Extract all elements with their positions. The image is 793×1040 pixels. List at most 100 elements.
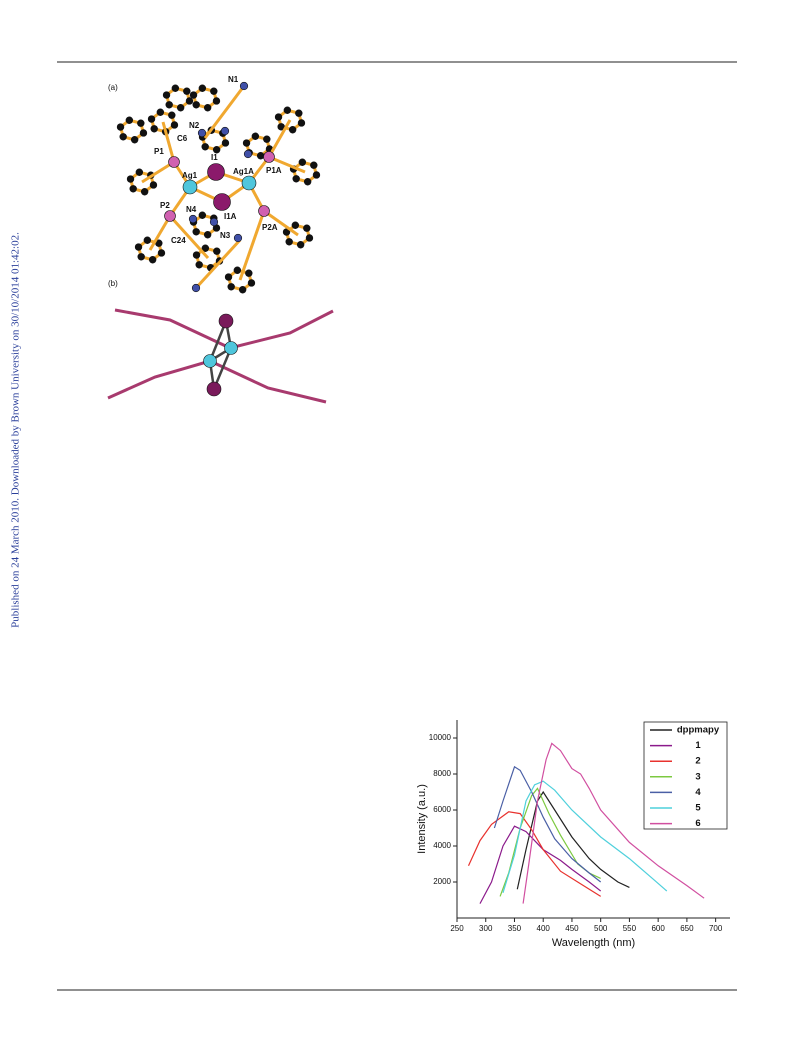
atom [137, 253, 145, 261]
bond [168, 214, 210, 260]
atom [140, 188, 149, 196]
atom [213, 247, 221, 255]
atom-label: Ag1 [182, 171, 198, 180]
atom [221, 139, 230, 147]
atom [185, 97, 194, 105]
atom [189, 91, 198, 99]
atom [149, 181, 158, 189]
atom [285, 238, 293, 246]
atom-label: N4 [186, 205, 197, 214]
atom [183, 87, 191, 95]
atom [298, 158, 307, 166]
x-tick-label: 550 [623, 924, 637, 933]
x-tick-label: 450 [565, 924, 579, 933]
atom-label: I1 [211, 153, 218, 162]
atom [224, 341, 238, 355]
series-line [467, 811, 602, 897]
legend-label: 6 [695, 818, 700, 829]
atom [288, 126, 297, 134]
atom [182, 179, 198, 195]
atom [192, 101, 200, 109]
x-tick-label: 250 [450, 924, 464, 933]
atom [227, 283, 235, 291]
atom [239, 81, 249, 91]
atom [238, 286, 247, 294]
atom [218, 313, 234, 329]
atom [256, 152, 265, 160]
legend-label: dppmapy [677, 725, 720, 736]
atom [119, 133, 127, 141]
atom [168, 111, 176, 119]
atom [126, 175, 135, 183]
bond [212, 347, 233, 390]
bond [267, 119, 292, 158]
series-line [516, 790, 630, 890]
atom [203, 104, 212, 112]
series-line [479, 825, 602, 904]
bond [238, 210, 266, 281]
y-axis-title: Intensity (a.u.) [416, 784, 428, 854]
x-tick-label: 300 [479, 924, 493, 933]
atom [233, 266, 242, 274]
atom [191, 283, 201, 293]
atom-label: P2A [262, 223, 278, 232]
bond [148, 215, 172, 251]
atom [213, 193, 231, 211]
atom [206, 381, 222, 397]
atom-label: P1A [266, 166, 282, 175]
atom [164, 210, 176, 222]
atom [116, 123, 125, 131]
atom [295, 109, 303, 117]
atom [220, 126, 230, 136]
x-tick-label: 700 [709, 924, 723, 933]
bond [141, 160, 175, 184]
atom [143, 236, 152, 244]
atom [165, 101, 173, 109]
atom [135, 168, 144, 176]
atom-label: P2 [160, 201, 170, 210]
atom [130, 136, 139, 144]
atom [207, 163, 225, 181]
atom-label: N3 [220, 231, 231, 240]
x-tick-label: 600 [651, 924, 665, 933]
atom [139, 129, 148, 137]
atom [283, 106, 292, 114]
x-axis-title: Wavelength (nm) [552, 937, 635, 949]
x-tick-label: 350 [508, 924, 522, 933]
y-tick-label: 8000 [433, 769, 451, 778]
atom [192, 251, 201, 259]
series-line [522, 742, 705, 904]
atom [157, 249, 166, 257]
legend-label: 4 [695, 787, 701, 798]
atom [263, 151, 275, 163]
atom [170, 121, 179, 129]
atom [297, 119, 306, 127]
y-tick-label: 4000 [433, 841, 451, 850]
x-tick-label: 500 [594, 924, 608, 933]
atom [296, 241, 305, 249]
atom [274, 113, 283, 121]
atom [258, 205, 270, 217]
atom [188, 214, 198, 224]
atom [168, 156, 180, 168]
atom [156, 108, 165, 116]
atom [243, 149, 253, 159]
x-tick-label: 400 [537, 924, 551, 933]
atom [201, 244, 210, 252]
atom [251, 132, 260, 140]
molecule-figure [107, 81, 334, 404]
series-line [502, 780, 668, 893]
atom [197, 128, 207, 138]
bond [268, 155, 306, 174]
y-tick-label: 10000 [429, 733, 452, 742]
atom-label: Ag1A [233, 167, 254, 176]
atom [192, 228, 200, 236]
bond [161, 121, 176, 163]
atom [310, 161, 318, 169]
atom-label: N2 [189, 121, 200, 130]
atom [241, 175, 257, 191]
atom-label: N1 [228, 75, 239, 84]
